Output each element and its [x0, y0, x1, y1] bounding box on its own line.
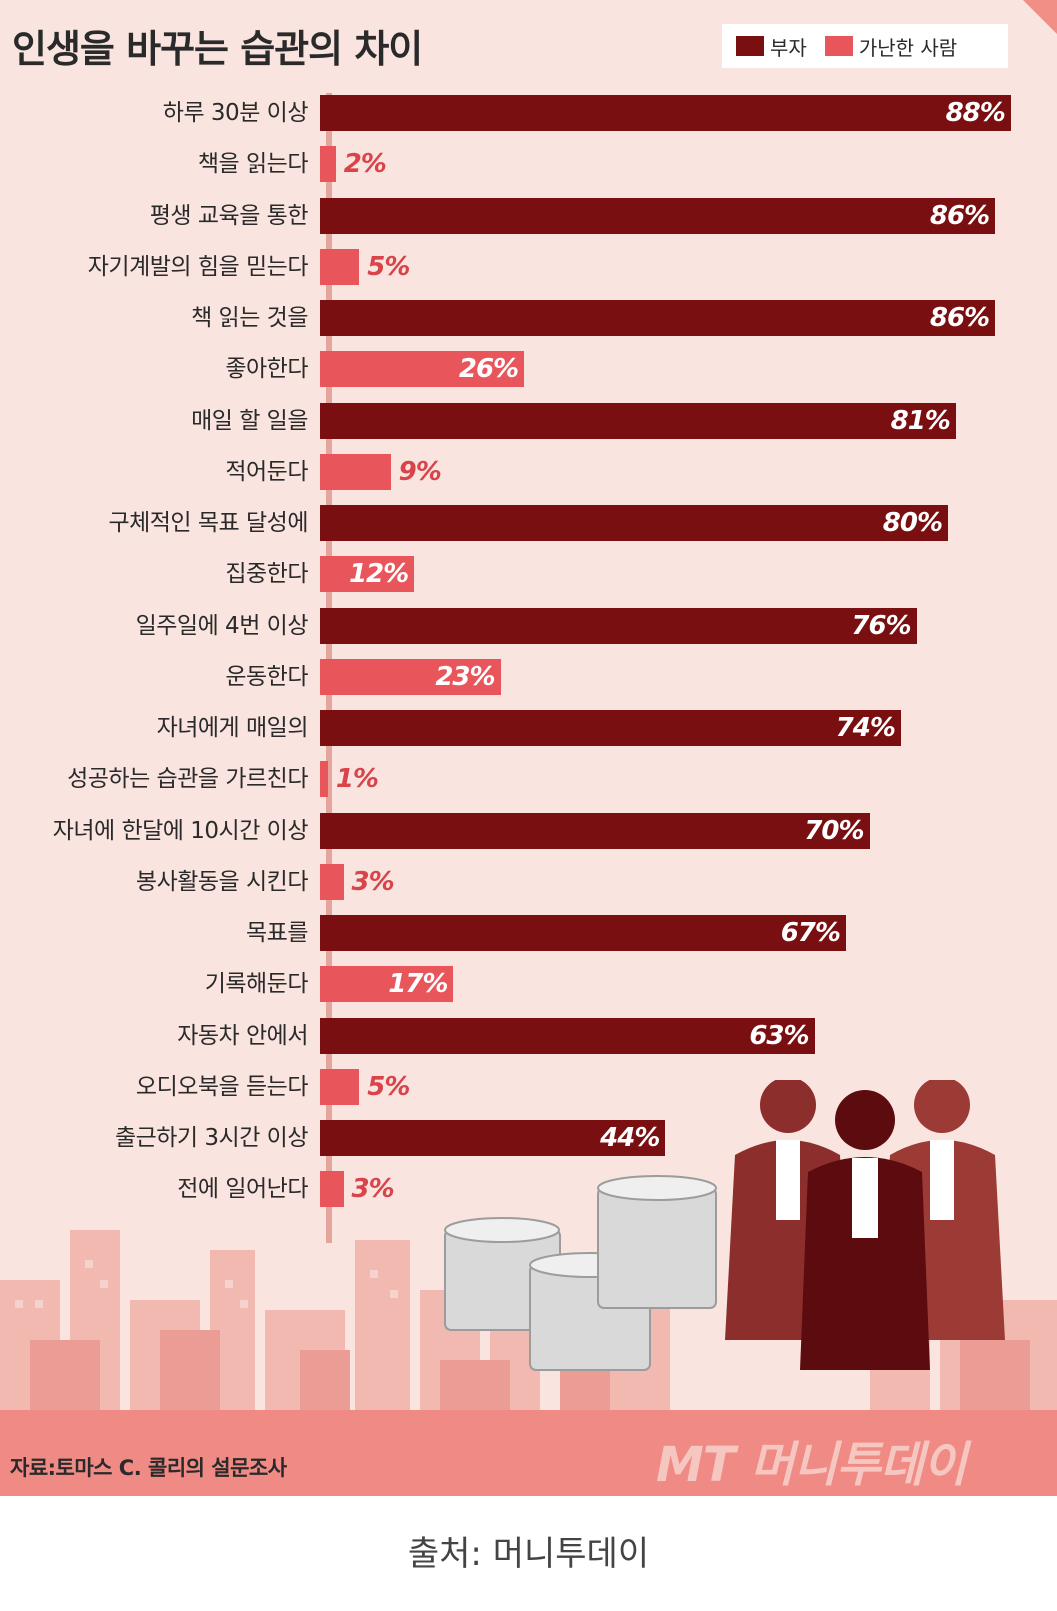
bar-rich — [320, 710, 901, 746]
category-label: 성공하는 습관을 가르친다 — [67, 766, 308, 792]
category-label: 적어둔다 — [225, 458, 308, 485]
legend-swatch-poor — [824, 36, 853, 56]
bar-poor — [320, 966, 454, 1002]
bar-rich — [320, 197, 996, 234]
bar-rich — [320, 402, 956, 439]
legend-item-rich: 부자 — [736, 32, 807, 61]
bar-poor — [320, 658, 501, 695]
bar-rich — [320, 812, 870, 849]
category-label: 자녀에게 매일의 — [156, 715, 309, 741]
category-label: 자녀에 한달에 10시간 이상 — [52, 817, 309, 844]
bar-rich — [320, 505, 948, 541]
bar-value-label: 9% — [398, 456, 442, 487]
bar-rich — [320, 1017, 815, 1054]
bar-value-label: 17% — [388, 969, 448, 999]
city-skyline-illustration — [0, 1080, 1057, 1496]
coin-stacks — [444, 1175, 717, 1371]
bar-poor — [320, 556, 415, 592]
category-label: 일주일에 4번 이상 — [135, 612, 309, 639]
legend-item-poor: 가난한 사람 — [824, 32, 958, 61]
category-label: 책을 읽는다 — [197, 151, 309, 177]
bar-poor — [320, 351, 525, 387]
bar-value-label: 86% — [929, 200, 990, 231]
bar-value-label: 5% — [367, 251, 410, 282]
bar-value-label: 81% — [890, 405, 951, 436]
chart-legend: 부자 가난한 사람 — [722, 24, 1008, 68]
bar-rich — [320, 95, 1011, 131]
bar-value-label: 2% — [343, 149, 387, 179]
bar-value-label: 74% — [835, 713, 896, 743]
category-label: 책 읽는 것을 — [191, 305, 308, 331]
bar-value-label: 88% — [945, 98, 1006, 128]
bar-rich — [320, 1120, 666, 1156]
legend-swatch-rich — [736, 36, 764, 56]
bar-poor — [320, 146, 336, 182]
category-label: 운동한다 — [225, 663, 308, 690]
category-label: 전에 일어난다 — [177, 1176, 308, 1202]
bar-rich — [320, 300, 996, 336]
bar-value-label: 80% — [882, 508, 943, 538]
category-label: 오디오북을 듣는다 — [135, 1073, 309, 1100]
bar-rich — [320, 607, 917, 644]
category-label: 봉사활동을 시킨다 — [135, 868, 309, 895]
category-label: 자기계발의 힘을 믿는다 — [87, 253, 309, 280]
bar-poor — [320, 453, 391, 490]
bar-value-label: 70% — [804, 815, 864, 846]
bar-value-label: 86% — [929, 303, 990, 333]
bar-value-label: 44% — [600, 1123, 660, 1153]
legend-label-rich: 부자 — [770, 35, 807, 60]
category-label: 자동차 안에서 — [177, 1022, 308, 1049]
category-label: 매일 할 일을 — [191, 407, 308, 434]
bar-value-label: 63% — [749, 1020, 809, 1051]
category-label: 하루 30분 이상 — [162, 100, 309, 126]
bar-poor — [320, 248, 360, 285]
category-label: 기록해둔다 — [204, 971, 309, 997]
category-label: 목표를 — [246, 920, 308, 946]
bar-value-label: 23% — [435, 661, 495, 692]
bar-rich — [320, 915, 846, 951]
money-today-logo: MT 머니투데이 — [656, 1437, 967, 1493]
category-label: 구체적인 목표 달성에 — [108, 510, 308, 536]
bar-value-label: 26% — [458, 354, 519, 384]
category-label: 좋아한다 — [225, 356, 308, 382]
chart-title: 인생을 바꾸는 습관의 차이 — [12, 27, 423, 71]
bar-poor — [320, 863, 344, 900]
category-label: 집중한다 — [225, 561, 308, 587]
businessmen-silhouettes — [725, 1080, 1005, 1370]
bar-value-label: 5% — [367, 1071, 410, 1102]
bar-value-label: 67% — [780, 918, 841, 948]
bar-value-label: 3% — [351, 866, 395, 897]
category-label: 평생 교육을 통한 — [149, 202, 309, 229]
source-note: 자료:토마스 C. 콜리의 설문조사 — [10, 1456, 287, 1480]
legend-label-poor: 가난한 사람 — [858, 35, 958, 60]
category-label: 출근하기 3시간 이상 — [114, 1125, 309, 1151]
bar-value-label: 12% — [348, 559, 409, 589]
bar-poor — [320, 1171, 344, 1207]
bar-value-label: 3% — [351, 1174, 395, 1204]
bar-poor — [320, 1068, 360, 1105]
bar-poor — [320, 761, 328, 797]
bar-value-label: 76% — [851, 610, 911, 641]
bar-value-label: 1% — [335, 764, 379, 794]
image-caption: 출처: 머니투데이 — [407, 1534, 650, 1574]
corner-ribbon — [1023, 0, 1057, 34]
